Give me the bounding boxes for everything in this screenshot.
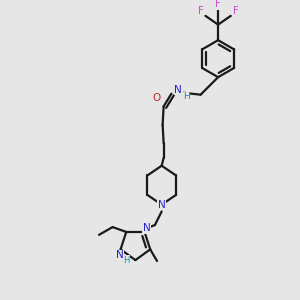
Text: O: O bbox=[153, 93, 161, 103]
Text: F: F bbox=[233, 6, 239, 16]
Text: F: F bbox=[198, 6, 203, 16]
Text: N: N bbox=[142, 223, 150, 233]
Text: F: F bbox=[215, 0, 221, 9]
Text: N: N bbox=[174, 85, 182, 95]
Text: N: N bbox=[158, 200, 166, 210]
Text: H: H bbox=[123, 256, 130, 265]
Text: H: H bbox=[183, 92, 189, 101]
Text: N: N bbox=[116, 250, 124, 260]
